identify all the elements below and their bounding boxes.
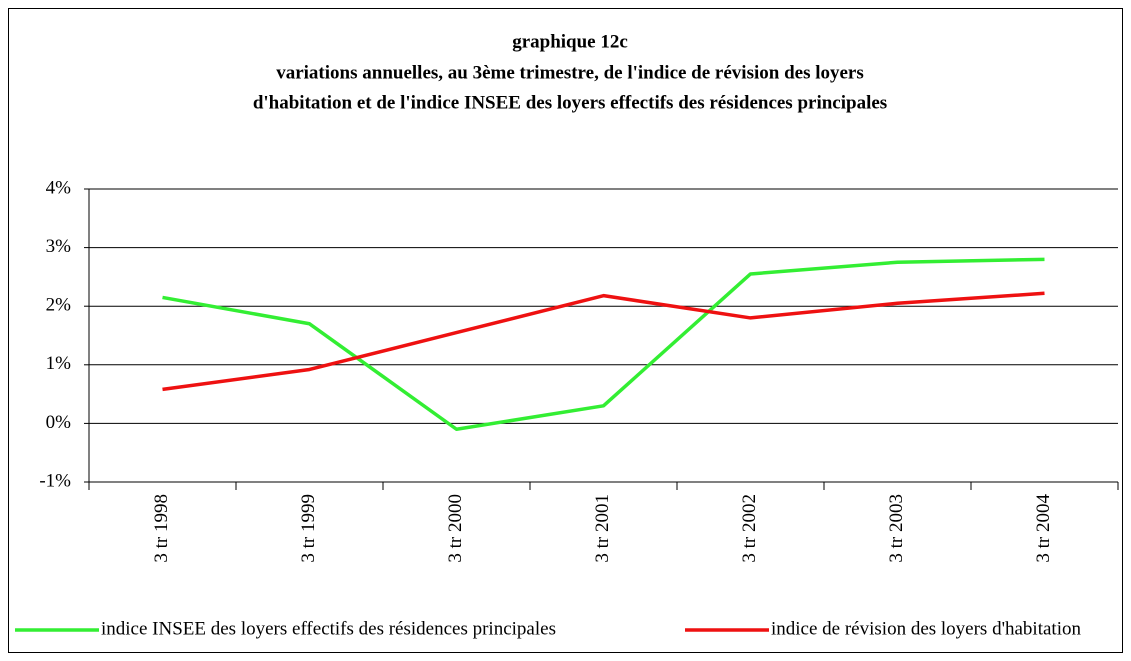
- chart-title: graphique 12c: [512, 31, 628, 52]
- legend-label: indice INSEE des loyers effectifs des ré…: [101, 618, 556, 639]
- x-tick-label: 3 tr 1999: [298, 494, 319, 563]
- x-tick-label: 3 tr 2000: [445, 494, 466, 563]
- x-tick-label: 3 tr 2001: [592, 494, 613, 563]
- series-line: [162, 257, 1045, 432]
- y-tick-label: -1%: [39, 470, 71, 491]
- y-tick-label: 1%: [46, 353, 72, 374]
- series-line: [162, 291, 1045, 392]
- y-tick-label: 0%: [46, 412, 72, 433]
- legend-label: indice de révision des loyers d'habitati…: [771, 618, 1081, 639]
- y-tick-label: 3%: [46, 236, 72, 257]
- x-tick-label: 3 tr 2004: [1033, 494, 1054, 563]
- chart-subtitle: d'habitation et de l'indice INSEE des lo…: [253, 92, 887, 113]
- chart-subtitle: variations annuelles, au 3ème trimestre,…: [276, 62, 864, 83]
- x-tick-label: 3 tr 2002: [739, 494, 760, 563]
- x-tick-label: 3 tr 1998: [151, 494, 172, 563]
- y-tick-label: 2%: [46, 295, 72, 316]
- chart-frame: [8, 8, 1123, 653]
- x-tick-label: 3 tr 2003: [886, 494, 907, 563]
- y-tick-label: 4%: [46, 177, 72, 198]
